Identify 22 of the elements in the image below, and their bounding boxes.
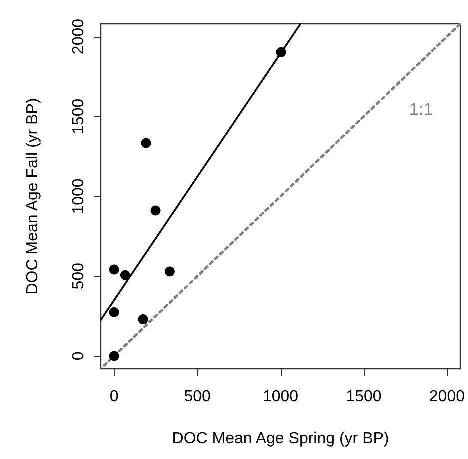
x-axis-title: DOC Mean Age Spring (yr BP) (172, 430, 390, 448)
point (276, 47, 286, 58)
point (164, 266, 175, 277)
y-axis-title: DOC Mean Age Fall (yr BP) (24, 98, 42, 295)
y-tick-label: 500 (70, 262, 88, 290)
x-tick-label: 1500 (346, 388, 382, 406)
x-tick-label: 1000 (262, 388, 299, 406)
y-tick-label: 2000 (70, 18, 88, 55)
point (120, 270, 130, 280)
point (141, 138, 152, 148)
point (109, 307, 120, 318)
point (150, 206, 161, 216)
x-tick-label: 0 (110, 388, 119, 406)
series-label: 1:1 (410, 100, 434, 120)
x-tick-label: 500 (184, 388, 211, 406)
point (109, 351, 120, 362)
y-tick-label: 1000 (70, 178, 88, 214)
point (138, 314, 148, 324)
y-tick-label: 0 (70, 352, 88, 361)
y-tick-label: 1500 (70, 98, 88, 134)
x-tick-label: 2000 (429, 388, 466, 406)
point (109, 264, 120, 275)
